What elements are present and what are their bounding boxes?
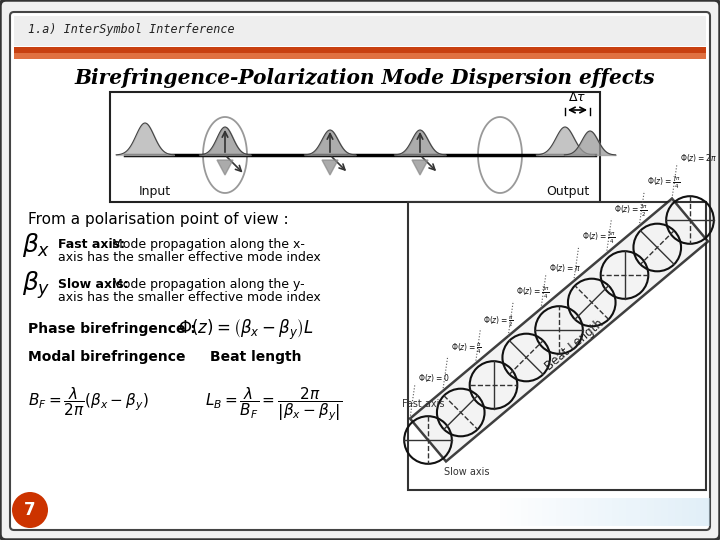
Text: 1.a) InterSymbol Interference: 1.a) InterSymbol Interference [28,24,235,37]
Bar [14,16,706,46]
Bar [549,498,556,526]
Bar [696,498,703,526]
Text: Mode propagation along the x-: Mode propagation along the x- [112,238,305,251]
Text: $\Phi(z)=0$: $\Phi(z)=0$ [418,372,450,383]
Polygon shape [412,160,428,175]
Text: $\Phi(z)=\frac{3\pi}{2}$: $\Phi(z)=\frac{3\pi}{2}$ [614,202,649,219]
Bar [584,498,591,526]
Polygon shape [217,160,233,175]
Text: Fast axis:: Fast axis: [58,238,125,251]
Bar [647,498,654,526]
Bar [500,498,507,526]
Text: Beat length: Beat length [210,350,302,364]
Text: axis has the smaller effective mode index: axis has the smaller effective mode inde… [58,251,320,264]
Text: Modal birefringence: Modal birefringence [28,350,186,364]
Bar [640,498,647,526]
Bar [110,92,600,202]
Text: $\Phi(z)=\frac{3\pi}{4}$: $\Phi(z)=\frac{3\pi}{4}$ [516,285,550,301]
Text: $B_F = \dfrac{\lambda}{2\pi}\left(\beta_x - \beta_y\right)$: $B_F = \dfrac{\lambda}{2\pi}\left(\beta_… [28,385,149,418]
Bar [577,498,584,526]
Text: Mode propagation along the y-: Mode propagation along the y- [112,278,305,291]
Bar [14,47,706,53]
Bar [14,53,706,59]
Bar [507,498,514,526]
Bar [521,498,528,526]
Bar [668,498,675,526]
Bar [535,498,542,526]
Bar [633,498,640,526]
Text: $\Phi(z)=\left(\beta_x - \beta_y\right)L$: $\Phi(z)=\left(\beta_x - \beta_y\right)L… [178,318,314,342]
Text: Slow axis: Slow axis [444,467,490,477]
Polygon shape [322,160,338,175]
Bar [598,498,605,526]
Circle shape [12,492,48,528]
FancyBboxPatch shape [10,12,710,530]
Text: Birefringence-Polarization Mode Dispersion effects: Birefringence-Polarization Mode Dispersi… [75,68,655,88]
Bar [675,498,682,526]
Text: $\Delta\tau$: $\Delta\tau$ [568,91,586,104]
Text: $L_B = \dfrac{\lambda}{B_F} = \dfrac{2\pi}{\left|\beta_x - \beta_y\right|}$: $L_B = \dfrac{\lambda}{B_F} = \dfrac{2\p… [205,385,342,423]
Text: 7: 7 [24,501,36,519]
Bar [689,498,696,526]
Bar [556,498,563,526]
Text: Slow axis:: Slow axis: [58,278,129,291]
Text: Phase birefringence :: Phase birefringence : [28,322,196,336]
Bar [514,498,521,526]
Text: $\Phi(z)=2\pi$: $\Phi(z)=2\pi$ [680,152,717,164]
Bar [408,202,706,490]
Text: $\beta_x$: $\beta_x$ [22,231,50,259]
Bar [612,498,619,526]
Bar [542,498,549,526]
Text: $\Phi(z)=\frac{\pi}{2}$: $\Phi(z)=\frac{\pi}{2}$ [484,314,514,328]
Bar [661,498,668,526]
Text: $\Phi(z)=\frac{\pi}{4}$: $\Phi(z)=\frac{\pi}{4}$ [451,341,482,356]
Text: From a polarisation point of view :: From a polarisation point of view : [28,212,289,227]
Polygon shape [410,199,708,462]
Text: $\beta_y$: $\beta_y$ [22,269,50,301]
Text: axis has the smaller effective mode index: axis has the smaller effective mode inde… [58,291,320,304]
Bar [605,498,612,526]
Bar [654,498,661,526]
Bar [563,498,570,526]
Text: $\Phi(z)=\frac{5\pi}{4}$: $\Phi(z)=\frac{5\pi}{4}$ [582,230,616,246]
Text: Output: Output [546,185,590,198]
Text: Fast axis: Fast axis [402,399,444,409]
Text: $\Phi(z)=\frac{7\pi}{4}$: $\Phi(z)=\frac{7\pi}{4}$ [647,175,681,191]
Text: $\Phi(z)=\pi$: $\Phi(z)=\pi$ [549,261,581,274]
Text: Beat Length: Beat Length [542,317,606,373]
Bar [682,498,689,526]
Bar [703,498,710,526]
Bar [528,498,535,526]
Bar [619,498,626,526]
Bar [570,498,577,526]
Bar [626,498,633,526]
Text: Input: Input [139,185,171,198]
Bar [591,498,598,526]
